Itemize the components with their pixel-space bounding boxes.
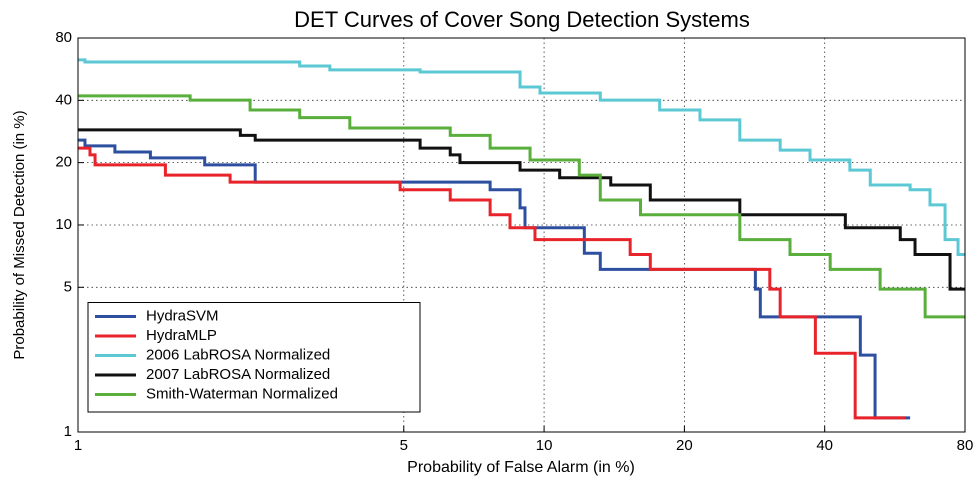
chart-title: DET Curves of Cover Song Detection Syste… [294, 7, 750, 32]
det-curve [78, 128, 965, 291]
x-axis-label: Probability of False Alarm (in %) [407, 459, 635, 476]
legend-label: HydraMLP [146, 327, 217, 344]
y-tick-label: 10 [55, 216, 72, 233]
legend-label: 2006 LabROSA Normalized [146, 346, 330, 363]
x-tick-label: 1 [74, 437, 82, 454]
legend-label: 2007 LabROSA Normalized [146, 366, 330, 383]
legend-box [87, 302, 421, 413]
plot-frame [77, 37, 966, 433]
x-tick-label: 5 [400, 437, 408, 454]
x-tick-label: 40 [816, 437, 833, 454]
det-curve [78, 94, 965, 319]
x-tick-label: 80 [957, 437, 974, 454]
legend-label: Smith-Waterman Normalized [146, 385, 338, 402]
x-tick-label: 10 [536, 437, 553, 454]
det-curve [78, 58, 965, 257]
y-tick-label: 80 [55, 29, 72, 46]
x-tick-label: 20 [676, 437, 693, 454]
det-curve [78, 138, 911, 420]
y-tick-label: 1 [64, 423, 72, 440]
y-tick-label: 20 [55, 154, 72, 171]
y-tick-label: 5 [64, 278, 72, 295]
y-axis-label: Probability of Missed Detection (in %) [11, 110, 28, 359]
det-curve [78, 146, 906, 420]
y-tick-label: 40 [55, 91, 72, 108]
legend-label: HydraSVM [146, 307, 219, 324]
